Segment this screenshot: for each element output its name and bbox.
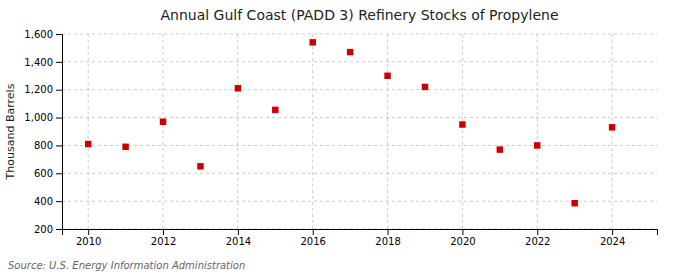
y-tick-label: 1,600 — [24, 29, 53, 40]
x-tick: 2014 — [226, 229, 251, 247]
x-tick-mark — [537, 229, 538, 235]
x-grid-line — [462, 34, 463, 229]
y-tick-mark — [56, 201, 62, 202]
y-axis-label: Thousand Barrels — [4, 83, 17, 180]
y-tick: 1,200 — [24, 84, 62, 95]
y-tick: 1,000 — [24, 112, 62, 123]
y-tick-mark — [56, 90, 62, 91]
y-grid-line — [62, 173, 657, 174]
x-grid-line — [537, 34, 538, 229]
y-tick-label: 400 — [34, 196, 53, 207]
point — [85, 141, 91, 147]
x-tick: 2016 — [300, 229, 325, 247]
point — [197, 163, 203, 169]
y-tick-label: 1,000 — [24, 112, 53, 123]
y-tick: 1,600 — [24, 29, 62, 40]
y-grid-line — [62, 61, 657, 62]
x-tick-label: 2016 — [300, 236, 325, 247]
point — [609, 124, 615, 130]
y-grid-line — [62, 117, 657, 118]
points — [85, 39, 615, 206]
point — [497, 146, 503, 152]
x-tick-mark — [238, 229, 239, 235]
point — [459, 121, 465, 127]
x-grid-line — [237, 34, 238, 229]
y-tick-label: 600 — [34, 168, 53, 179]
point — [384, 73, 390, 79]
plot-area: 2010 2012 2014 2016 2018 2020 2022 2024 200 400 60… — [24, 29, 657, 247]
x-axis: 2010 2012 2014 2016 2018 2020 2022 2024 — [63, 229, 658, 247]
x-tick-label: 2020 — [450, 236, 475, 247]
x-tick-mark — [462, 229, 463, 235]
x-tick-label: 2022 — [525, 236, 550, 247]
x-tick: 2012 — [151, 229, 176, 247]
y-tick: 1,400 — [24, 57, 62, 68]
x-tick: 2020 — [450, 229, 475, 247]
point — [422, 84, 428, 90]
y-tick-label: 1,200 — [24, 84, 53, 95]
title: Annual Gulf Coast (PADD 3) Refinery Stoc… — [161, 7, 559, 23]
y-tick-mark — [56, 229, 62, 230]
y-tick: 200 — [34, 224, 62, 235]
y-axis: 200 400 600 800 1,000 1,200 1,400 1,600 — [24, 29, 62, 235]
source-note: Source: U.S. Energy Information Administ… — [8, 260, 245, 271]
point — [160, 119, 166, 125]
y-tick-mark — [56, 34, 62, 35]
x-grid-line — [387, 34, 388, 229]
y-tick-label: 1,400 — [24, 57, 53, 68]
x-tick-label: 2018 — [375, 236, 400, 247]
x-tick-label: 2010 — [76, 236, 101, 247]
x-grid-line — [312, 34, 313, 229]
chart: 2010 2012 2014 2016 2018 2020 2022 2024 200 400 60… — [0, 0, 675, 275]
x-tick-label: 2012 — [151, 236, 176, 247]
point — [309, 39, 315, 45]
y-tick-mark — [56, 118, 62, 119]
y-axis-line — [56, 35, 63, 230]
x-tick-label: 2024 — [600, 236, 625, 247]
x-tick-mark — [88, 229, 89, 235]
point — [272, 107, 278, 113]
x-grid-line — [163, 34, 164, 229]
x-tick-label: 2014 — [226, 236, 251, 247]
x-tick-mark — [163, 229, 164, 235]
point — [534, 142, 540, 148]
y-tick-mark — [56, 145, 62, 146]
y-grid-line — [62, 201, 657, 202]
x-grid-line — [88, 34, 89, 229]
y-grid-line — [62, 145, 657, 146]
point — [235, 85, 241, 91]
x-axis-line — [63, 230, 658, 236]
point — [122, 144, 128, 150]
x-tick: 2024 — [600, 229, 625, 247]
x-tick: 2022 — [525, 229, 550, 247]
x-tick-mark — [313, 229, 314, 235]
x-tick: 2010 — [76, 229, 101, 247]
x-tick: 2018 — [375, 229, 400, 247]
y-grid-line — [62, 89, 657, 90]
y-tick-label: 800 — [34, 140, 53, 151]
point — [347, 49, 353, 55]
point — [571, 200, 577, 206]
y-tick: 800 — [34, 140, 62, 151]
y-tick: 400 — [34, 196, 62, 207]
x-tick-mark — [612, 229, 613, 235]
y-tick-mark — [56, 173, 62, 174]
y-tick-label: 200 — [34, 224, 53, 235]
y-tick: 600 — [34, 168, 62, 179]
y-tick-mark — [56, 62, 62, 63]
x-grid-line — [612, 34, 613, 229]
grid — [62, 34, 657, 229]
y-grid-line — [62, 34, 657, 35]
x-tick-mark — [388, 229, 389, 235]
